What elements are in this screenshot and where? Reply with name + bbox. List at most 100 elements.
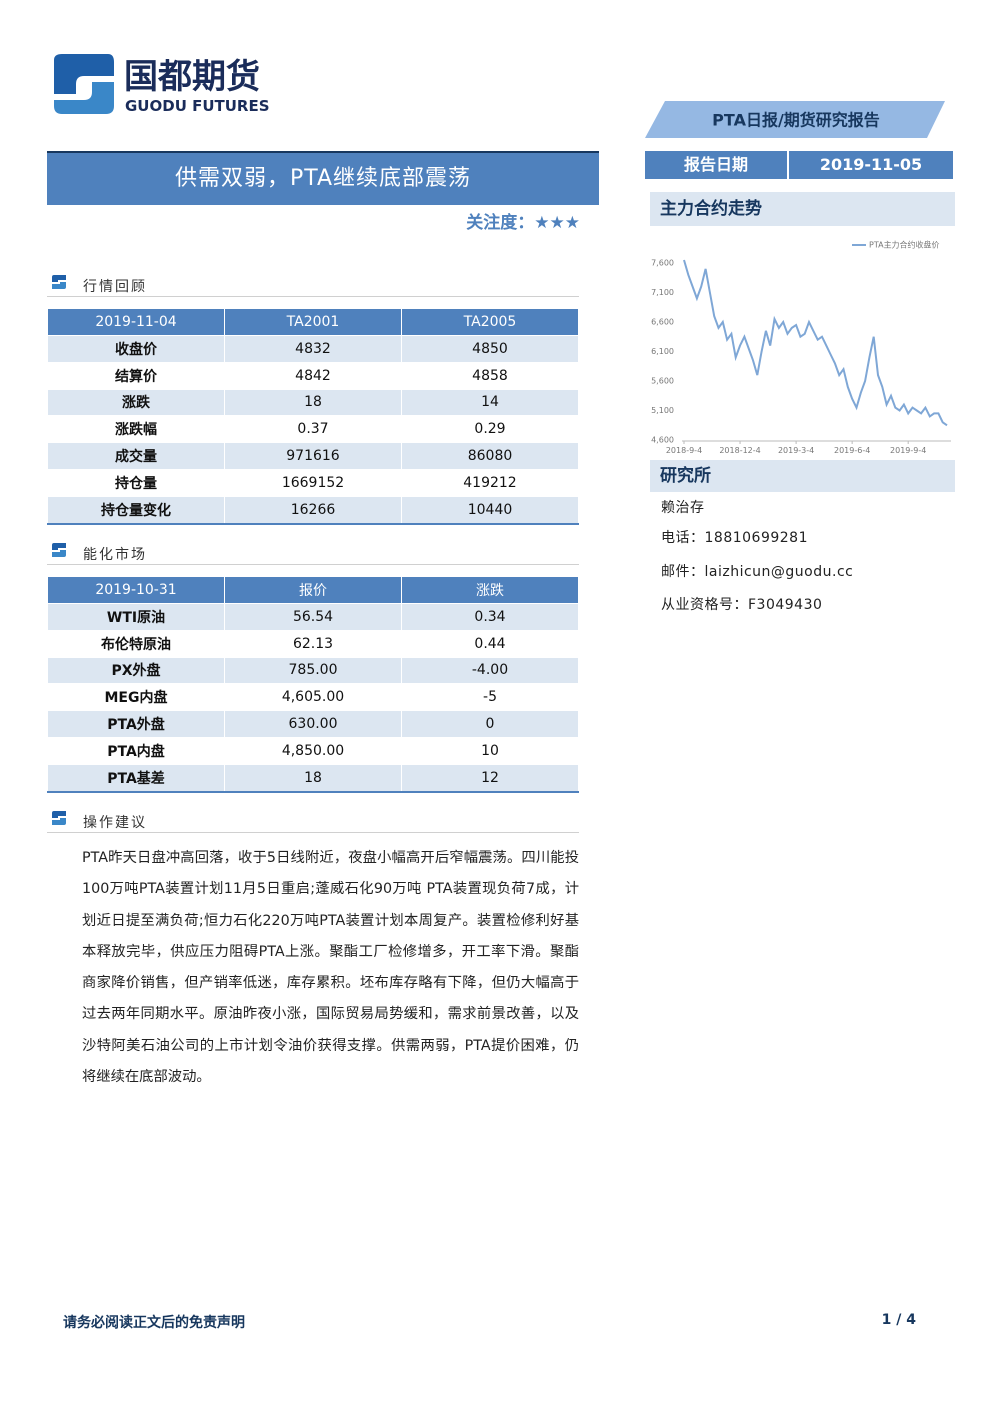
icon-shape <box>52 275 66 282</box>
section-icon <box>52 275 66 289</box>
section-heading: 能化市场 <box>83 547 147 563</box>
logo: 国都期货 GUODU FUTURES <box>54 54 270 115</box>
y-tick-label: 5,100 <box>651 406 674 415</box>
table-row: WTI原油 56.54 0.34 <box>47 603 579 631</box>
header-cell: 报价 <box>224 576 402 604</box>
section-heading: 行情回顾 <box>83 279 147 295</box>
series-line <box>683 259 948 427</box>
table-cell: 18 <box>224 388 402 417</box>
report-type: PTA日报/期货研究报告 <box>712 111 880 130</box>
table-cell: 成交量 <box>47 442 225 470</box>
section-rule <box>47 832 579 833</box>
table-cell: 收盘价 <box>47 335 225 363</box>
table-header: 2019-11-04 TA2001 TA2005 <box>47 308 579 336</box>
table-cell: 4858 <box>401 361 579 390</box>
table-row: PTA基差 18 12 <box>47 763 579 793</box>
disclaimer: 请务必阅读正文后的免责声明 <box>63 1315 245 1331</box>
logo-en: GUODU FUTURES <box>125 97 270 115</box>
table-cell: PTA内盘 <box>47 736 225 765</box>
table-cell: 419212 <box>401 468 579 497</box>
table-cell: PTA基差 <box>47 763 225 793</box>
table-cell: 10 <box>401 736 579 765</box>
table-cell: MEG内盘 <box>47 683 225 712</box>
header-cell: 涨跌 <box>401 576 579 604</box>
table-cell: 0.37 <box>224 415 402 444</box>
table-row: 结算价 4842 4858 <box>47 361 579 390</box>
date-label: 报告日期 <box>645 151 789 179</box>
table-row: 收盘价 4832 4850 <box>47 335 579 363</box>
section-icon <box>52 543 66 557</box>
table-cell: 涨跌 <box>47 388 225 417</box>
table-cell: 4832 <box>224 335 402 363</box>
table-cell: 86080 <box>401 442 579 470</box>
table-cell: 0.44 <box>401 629 579 658</box>
x-tick-label: 2018-12-4 <box>719 446 760 455</box>
table-cell: 持仓量变化 <box>47 495 225 525</box>
date-bar: 报告日期 2019-11-05 <box>645 151 953 179</box>
section-heading: 操作建议 <box>83 815 147 831</box>
table-cell: 971616 <box>224 442 402 470</box>
table-cell: -4.00 <box>401 656 579 685</box>
x-tick-label: 2019-6-4 <box>834 446 870 455</box>
table-cell: 62.13 <box>224 629 402 658</box>
section-rule <box>47 564 579 565</box>
table-cell: 56.54 <box>224 603 402 631</box>
table-row: PTA外盘 630.00 0 <box>47 710 579 738</box>
y-tick-label: 6,600 <box>651 318 674 327</box>
table-cell: 10440 <box>401 495 579 525</box>
table-cell: PX外盘 <box>47 656 225 685</box>
contact-line: 赖治存 <box>661 500 705 516</box>
table-cell: PTA外盘 <box>47 710 225 738</box>
table-cell: 持仓量 <box>47 468 225 497</box>
table-row: 持仓量变化 16266 10440 <box>47 495 579 525</box>
section-icon <box>52 811 66 825</box>
contact-line: 邮件：laizhicun@guodu.cc <box>661 564 854 580</box>
header-cell: TA2001 <box>224 308 402 336</box>
logo-cn: 国都期货 <box>124 57 260 97</box>
x-tick-label: 2018-9-4 <box>666 446 702 455</box>
table-row: PX外盘 785.00 -4.00 <box>47 656 579 685</box>
table-row: 布伦特原油 62.13 0.44 <box>47 629 579 658</box>
table-cell: 630.00 <box>224 710 402 738</box>
page-number: 1 / 4 <box>881 1312 916 1328</box>
table-cell: 4842 <box>224 361 402 390</box>
table-cell: 0.29 <box>401 415 579 444</box>
icon-shape <box>52 282 66 289</box>
y-tick-label: 4,600 <box>651 436 674 445</box>
table-row: 成交量 971616 86080 <box>47 442 579 470</box>
table-row: 持仓量 1669152 419212 <box>47 468 579 497</box>
date: 2019-11-05 <box>819 155 923 174</box>
chart-heading: 主力合约走势 <box>650 192 955 226</box>
table-cell: 4,850.00 <box>224 736 402 765</box>
legend-label: PTA主力合约收盘价 <box>869 240 940 250</box>
paragraph: PTA昨天日盘冲高回落，收于5日线附近，夜盘小幅高开后窄幅震荡。四川能投100万… <box>82 850 579 1086</box>
chart: 4,600 5,100 5,600 6,100 6,600 7,100 7,600 2018-… <box>651 240 951 455</box>
table-cell: 布伦特原油 <box>47 629 225 658</box>
table-header: 2019-10-31 报价 涨跌 <box>47 576 579 604</box>
icon-shape <box>52 818 66 825</box>
table-cell: 4850 <box>401 335 579 363</box>
y-tick-label: 7,100 <box>651 288 674 297</box>
x-tick-label: 2019-3-4 <box>778 446 814 455</box>
data-table: 2019-10-31 报价 涨跌 WTI原油 56.54 0.34 布伦特原油 62.13 0.… <box>47 576 579 793</box>
table-cell: 1669152 <box>224 468 402 497</box>
table-cell: 0.34 <box>401 603 579 631</box>
contact-line: 电话：18810699281 <box>661 530 808 546</box>
report-type-tag: PTA日报/期货研究报告 <box>645 101 945 138</box>
table-cell: 结算价 <box>47 361 225 390</box>
section-rule <box>47 296 579 297</box>
title: 供需双弱，PTA继续底部震荡 <box>47 151 599 205</box>
table-row: 涨跌幅 0.37 0.29 <box>47 415 579 444</box>
table-row: MEG内盘 4,605.00 -5 <box>47 683 579 712</box>
header-cell: 2019-11-04 <box>47 308 225 336</box>
research-heading: 研究所 <box>650 460 955 492</box>
table-cell: -5 <box>401 683 579 712</box>
y-tick-label: 6,100 <box>651 347 674 356</box>
icon-shape <box>52 550 66 557</box>
header-cell: TA2005 <box>401 308 579 336</box>
contact-line: 从业资格号：F3049430 <box>661 597 823 613</box>
table-cell: 12 <box>401 763 579 793</box>
y-tick-label: 5,600 <box>651 377 674 386</box>
table-cell: 0 <box>401 710 579 738</box>
